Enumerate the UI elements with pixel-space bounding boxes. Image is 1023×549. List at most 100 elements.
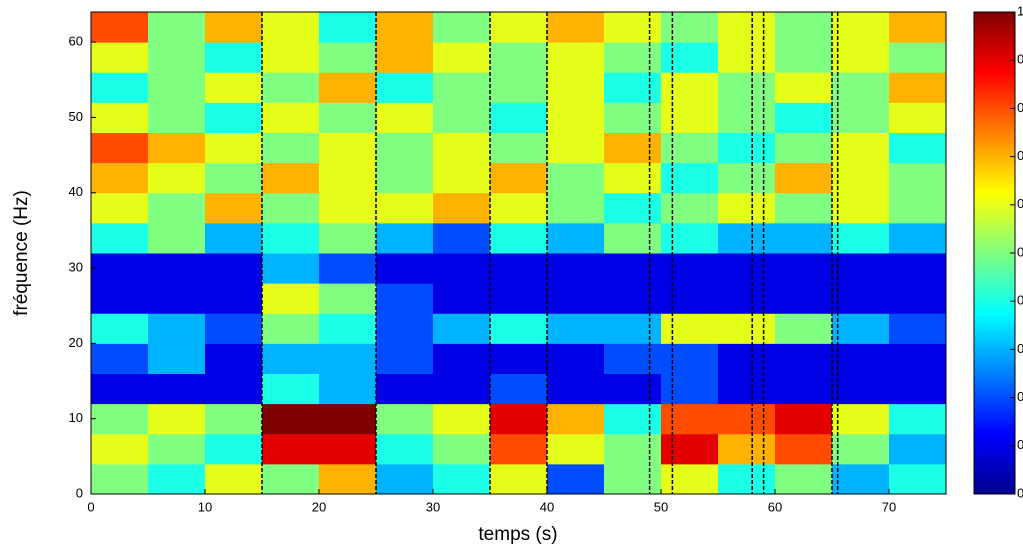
cell — [490, 253, 548, 284]
cell — [775, 42, 833, 73]
cell — [490, 222, 548, 254]
cell — [490, 162, 548, 194]
colorbar-tick-label: 0 — [1017, 485, 1023, 500]
cell — [604, 102, 662, 133]
cell — [91, 102, 149, 133]
cell — [889, 253, 946, 284]
cell — [433, 313, 491, 344]
colorbar-tick-label: 0.8 — [1017, 100, 1023, 115]
colorbar-tick-label: 0.3 — [1017, 341, 1023, 356]
cell — [661, 433, 719, 465]
cell — [433, 222, 491, 254]
cell — [547, 343, 605, 374]
cell — [148, 102, 206, 133]
cell — [775, 192, 833, 224]
cell — [433, 102, 491, 133]
cell — [91, 313, 149, 344]
cell — [376, 162, 434, 194]
cell — [775, 222, 833, 254]
cell — [319, 12, 377, 43]
cell — [547, 42, 605, 73]
cell — [661, 283, 719, 314]
cell — [319, 102, 377, 133]
cell — [718, 253, 776, 284]
cell — [661, 463, 719, 494]
cell — [262, 12, 320, 43]
cell — [205, 192, 263, 224]
y-tick-label: 10 — [69, 410, 83, 425]
cell — [376, 403, 434, 435]
cell — [148, 42, 206, 73]
cell — [205, 132, 263, 164]
x-axis-label: temps (s) — [478, 524, 557, 545]
cell — [718, 132, 776, 164]
cell — [376, 12, 434, 43]
colorbar-ticks: 0 0.1 0.2 0.3 0.4 0.5 0.6 0.7 0.8 0.9 1 — [1010, 3, 1023, 500]
x-tick-label: 0 — [87, 499, 94, 514]
cell — [433, 192, 491, 224]
cell — [262, 192, 320, 224]
cell — [262, 102, 320, 133]
cell — [832, 433, 890, 465]
cell — [832, 162, 890, 194]
cell — [433, 403, 491, 435]
cell — [661, 132, 719, 164]
cell — [148, 343, 206, 374]
cell — [604, 192, 662, 224]
cell — [148, 313, 206, 344]
cell — [262, 373, 320, 405]
cell — [319, 373, 377, 405]
cell — [433, 283, 491, 314]
cell — [547, 253, 605, 284]
cell — [262, 283, 320, 314]
cell — [490, 463, 548, 494]
cell — [91, 433, 149, 465]
x-tick-label: 50 — [654, 499, 668, 514]
cell — [433, 162, 491, 194]
cell — [433, 132, 491, 164]
cell — [832, 42, 890, 73]
cell — [490, 433, 548, 465]
cell — [547, 222, 605, 254]
cell — [547, 192, 605, 224]
cell — [148, 373, 206, 405]
cell — [775, 463, 833, 494]
cell — [262, 42, 320, 73]
cell — [718, 283, 776, 314]
cell — [889, 343, 946, 374]
cell — [604, 162, 662, 194]
cell — [262, 403, 320, 435]
cell — [661, 373, 719, 405]
cell — [718, 433, 776, 465]
cell — [889, 463, 946, 494]
axes: 0 10 20 30 40 50 60 70 0 10 20 30 40 50 60 — [69, 34, 897, 515]
cell — [319, 433, 377, 465]
cell — [376, 222, 434, 254]
cell — [319, 403, 377, 435]
cell — [433, 433, 491, 465]
cell — [319, 253, 377, 284]
cell — [91, 283, 149, 314]
cell — [604, 12, 662, 43]
y-tick-label: 50 — [69, 109, 83, 124]
cell — [148, 222, 206, 254]
cell — [205, 403, 263, 435]
cell — [91, 132, 149, 164]
cell — [604, 283, 662, 314]
cell — [148, 433, 206, 465]
cell — [433, 343, 491, 374]
cell — [205, 313, 263, 344]
cell — [91, 192, 149, 224]
event-lines — [261, 12, 839, 494]
cell — [262, 433, 320, 465]
cell — [91, 42, 149, 73]
colorbar-tick-label: 0.9 — [1017, 52, 1023, 67]
cell — [547, 72, 605, 103]
cell — [433, 463, 491, 494]
cell — [718, 463, 776, 494]
cell — [319, 132, 377, 164]
cell — [433, 253, 491, 284]
cell — [889, 132, 946, 164]
cell — [661, 313, 719, 344]
